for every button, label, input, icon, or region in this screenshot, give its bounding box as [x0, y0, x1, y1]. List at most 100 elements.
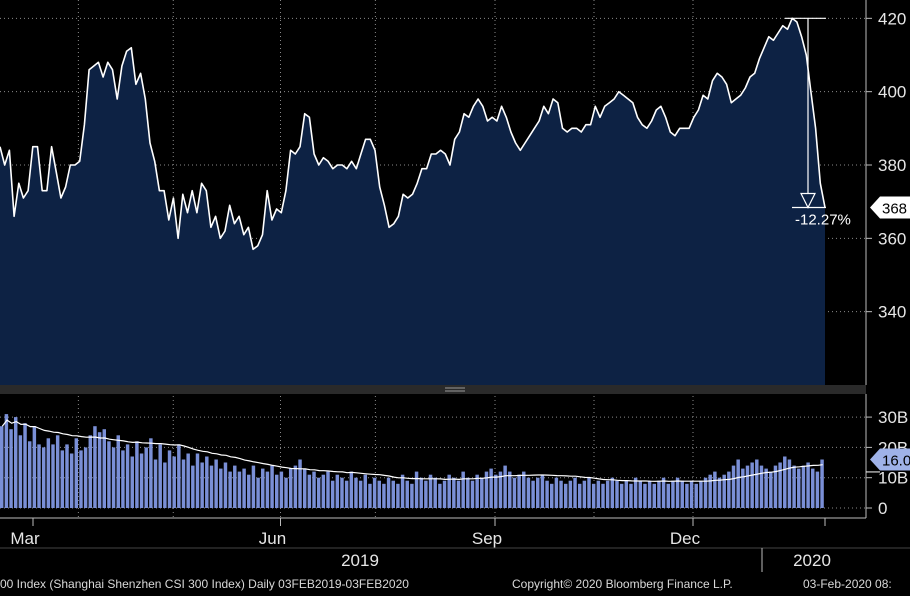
volume-bar	[214, 459, 218, 508]
volume-bar	[797, 468, 801, 508]
year-label-2019: 2019	[341, 551, 379, 570]
volume-bar	[111, 447, 116, 508]
volume-bar	[764, 468, 768, 508]
volume-bar	[685, 483, 689, 508]
volume-bar	[391, 480, 395, 508]
volume-bar	[163, 462, 167, 508]
volume-bar	[316, 477, 321, 508]
volume-moving-average	[1, 419, 823, 482]
volume-bar	[629, 483, 633, 508]
footer-security-description: 00 Index (Shanghai Shenzhen CSI 300 Inde…	[0, 577, 409, 591]
x-tick-label: Jun	[259, 529, 286, 548]
price-tick-label: 340	[878, 303, 906, 322]
volume-bar	[363, 474, 368, 508]
volume-bar	[624, 480, 629, 508]
price-area	[0, 18, 825, 386]
volume-bar	[396, 483, 400, 508]
panel-divider	[0, 385, 866, 394]
drawdown-arrow-head	[800, 192, 816, 209]
volume-bar	[638, 480, 643, 508]
volume-bar	[13, 417, 18, 508]
volume-bar	[512, 477, 517, 508]
volume-bar	[102, 429, 106, 508]
volume-bar	[298, 459, 302, 508]
volume-bar	[783, 456, 787, 508]
volume-bar	[517, 474, 521, 508]
last-price-badge: 368	[870, 196, 910, 219]
volume-bar	[759, 465, 764, 508]
volume-bar	[167, 450, 172, 508]
volume-bar	[74, 438, 79, 508]
volume-bar	[508, 471, 512, 508]
x-tick-label: Sep	[472, 529, 502, 548]
volume-bar	[177, 444, 181, 508]
volume-bar	[671, 480, 675, 508]
volume-bar	[349, 471, 354, 508]
volume-bar	[722, 474, 726, 508]
last-price-label: 368	[882, 201, 907, 218]
volume-bar	[526, 477, 531, 508]
volume-bar	[433, 477, 437, 508]
volume-bar	[713, 471, 717, 508]
volume-bar	[368, 483, 372, 508]
volume-bar	[270, 465, 274, 508]
volume-bar	[97, 432, 102, 508]
volume-bar	[41, 447, 46, 508]
volume-bar	[302, 468, 307, 508]
volume-bar	[65, 444, 69, 508]
volume-bar	[755, 459, 759, 508]
volume-bar	[330, 480, 335, 508]
volume-bar	[414, 471, 419, 508]
volume-bar	[736, 459, 740, 508]
volume-bar	[661, 477, 666, 508]
volume-bar	[354, 477, 358, 508]
last-volume-label: 16.0	[882, 453, 910, 470]
volume-bar	[717, 477, 722, 508]
volume-bar	[466, 477, 470, 508]
volume-bar	[787, 459, 792, 508]
volume-bar	[307, 474, 312, 508]
volume-bar	[228, 471, 232, 508]
volume-bar	[46, 438, 51, 508]
price-tick-label: 380	[878, 156, 906, 175]
volume-bar	[135, 441, 139, 508]
volume-bar	[820, 459, 824, 508]
volume-bar	[275, 474, 279, 508]
volume-bar	[708, 474, 712, 508]
volume-bar	[88, 435, 93, 508]
volume-bar	[647, 480, 652, 508]
volume-bar	[288, 468, 293, 508]
volume-bar	[405, 480, 409, 508]
volume-bar	[410, 483, 414, 508]
volume-bar	[428, 474, 433, 508]
volume-bar	[219, 468, 223, 508]
volume-bar	[675, 477, 680, 508]
volume-bar	[727, 471, 731, 508]
volume-bar	[643, 483, 647, 508]
volume-bar	[326, 471, 330, 508]
volume-bar	[419, 477, 423, 508]
volume-bar	[181, 459, 186, 508]
volume-bar	[83, 447, 88, 508]
volume-bar	[806, 462, 810, 508]
volume-bar	[340, 477, 344, 508]
volume-bar	[9, 429, 13, 508]
volume-bar	[438, 483, 442, 508]
volume-bar	[615, 480, 619, 508]
volume-bar	[344, 480, 349, 508]
volume-bar	[27, 441, 32, 508]
volume-bar	[815, 471, 820, 508]
volume-bar	[657, 480, 661, 508]
volume-bar	[312, 471, 316, 508]
volume-bar	[237, 471, 242, 508]
volume-bar	[811, 468, 815, 508]
volume-bar	[550, 483, 554, 508]
volume-bar	[447, 474, 451, 508]
volume-bar	[792, 465, 796, 508]
volume-bar	[60, 450, 65, 508]
volume-bar	[0, 426, 4, 508]
volume-bar	[801, 465, 806, 508]
footer-bar: 00 Index (Shanghai Shenzhen CSI 300 Inde…	[0, 575, 910, 596]
volume-bar	[382, 483, 386, 508]
drawdown-annotation: -12.27%	[785, 17, 851, 229]
